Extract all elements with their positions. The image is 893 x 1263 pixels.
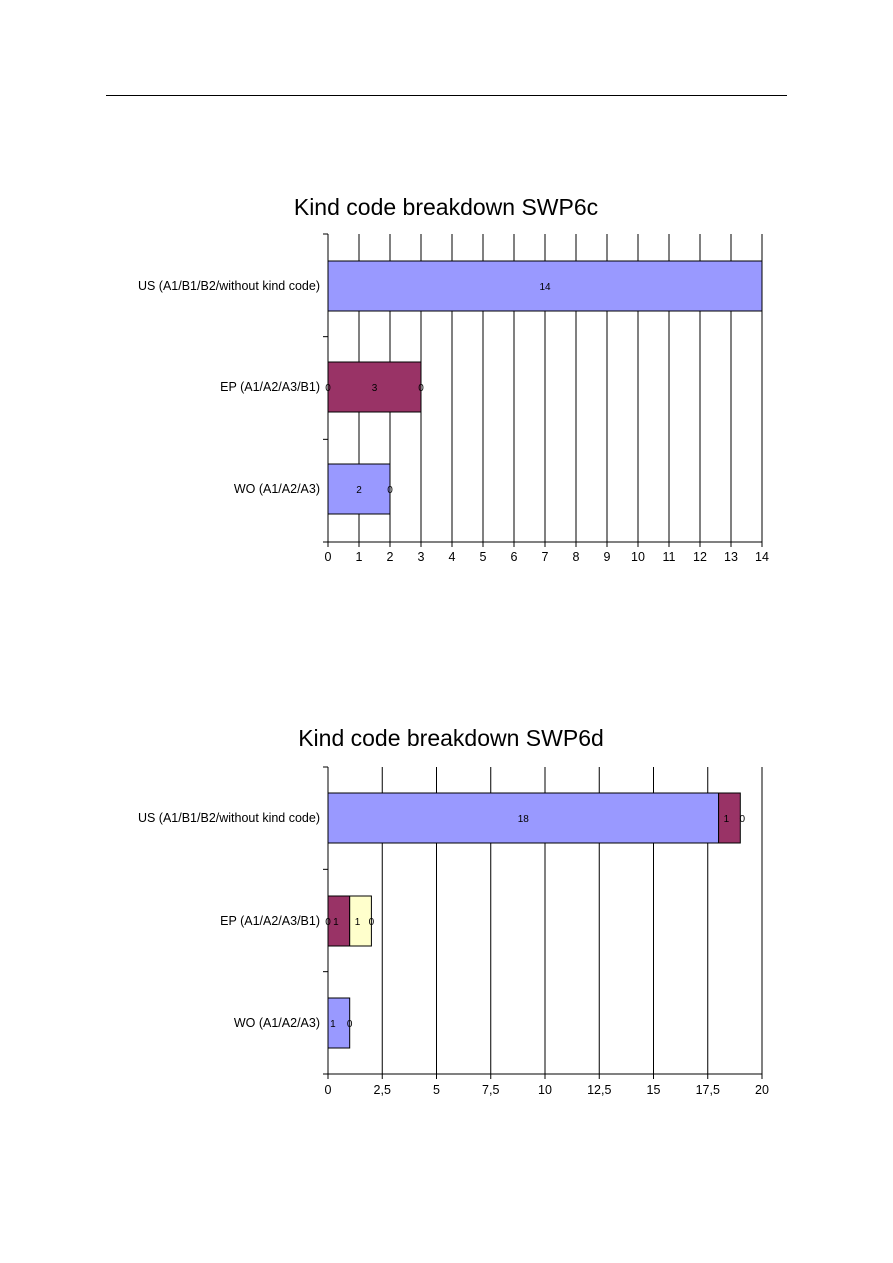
data-label: 3 xyxy=(372,383,378,394)
data-label: 2 xyxy=(356,485,362,496)
bar-segment xyxy=(327,463,391,515)
x-tick-label: 2 xyxy=(387,550,394,564)
category-label: EP (A1/A2/A3/B1) xyxy=(220,914,320,928)
x-tick-label: 0 xyxy=(325,1083,332,1097)
x-tick-label: 1 xyxy=(356,550,363,564)
data-label: 0 xyxy=(325,383,331,394)
x-tick-label: 10 xyxy=(538,1083,552,1097)
x-tick-label: 15 xyxy=(647,1083,661,1097)
x-tick-label: 17,5 xyxy=(696,1083,720,1097)
bar-segment xyxy=(327,997,351,1049)
x-tick-label: 14 xyxy=(755,550,769,564)
bar-segment xyxy=(327,895,351,947)
category-label: US (A1/B1/B2/without kind code) xyxy=(138,811,320,825)
x-tick-label: 12 xyxy=(693,550,707,564)
chart-title: Kind code breakdown SWP6d xyxy=(298,725,604,751)
x-tick-label: 2,5 xyxy=(374,1083,391,1097)
x-tick-label: 5 xyxy=(433,1083,440,1097)
x-tick-label: 8 xyxy=(573,550,580,564)
data-label: 0 xyxy=(369,917,375,928)
page-header-rule xyxy=(106,95,787,96)
x-tick-label: 12,5 xyxy=(587,1083,611,1097)
data-label: 18 xyxy=(518,814,530,825)
bar-segment xyxy=(349,895,372,947)
category-label: US (A1/B1/B2/without kind code) xyxy=(138,279,320,293)
category-label: EP (A1/A2/A3/B1) xyxy=(220,380,320,394)
data-label: 0 xyxy=(387,485,393,496)
x-tick-label: 10 xyxy=(631,550,645,564)
data-label: 0 xyxy=(325,917,331,928)
x-tick-label: 6 xyxy=(511,550,518,564)
x-tick-label: 11 xyxy=(663,550,676,564)
x-tick-label: 3 xyxy=(418,550,425,564)
x-tick-label: 5 xyxy=(480,550,487,564)
data-label: 1 xyxy=(330,1019,336,1030)
x-tick-label: 7 xyxy=(542,550,549,564)
data-label: 0 xyxy=(740,814,746,825)
category-label: WO (A1/A2/A3) xyxy=(234,1016,320,1030)
x-tick-label: 0 xyxy=(325,550,332,564)
x-tick-label: 20 xyxy=(755,1083,769,1097)
x-tick-label: 13 xyxy=(724,550,738,564)
x-tick-label: 7,5 xyxy=(482,1083,499,1097)
category-label: WO (A1/A2/A3) xyxy=(234,482,320,496)
bar-segment xyxy=(718,792,741,844)
data-label: 1 xyxy=(724,814,730,825)
data-label: 0 xyxy=(418,383,424,394)
bar-segment xyxy=(327,260,763,312)
data-label: 1 xyxy=(333,917,339,928)
data-label: 14 xyxy=(539,282,551,293)
chart-title: Kind code breakdown SWP6c xyxy=(294,194,598,220)
bar-segment xyxy=(327,361,422,413)
data-label: 1 xyxy=(355,917,361,928)
x-tick-label: 4 xyxy=(449,550,456,564)
x-tick-label: 9 xyxy=(604,550,611,564)
data-label: 0 xyxy=(347,1019,353,1030)
